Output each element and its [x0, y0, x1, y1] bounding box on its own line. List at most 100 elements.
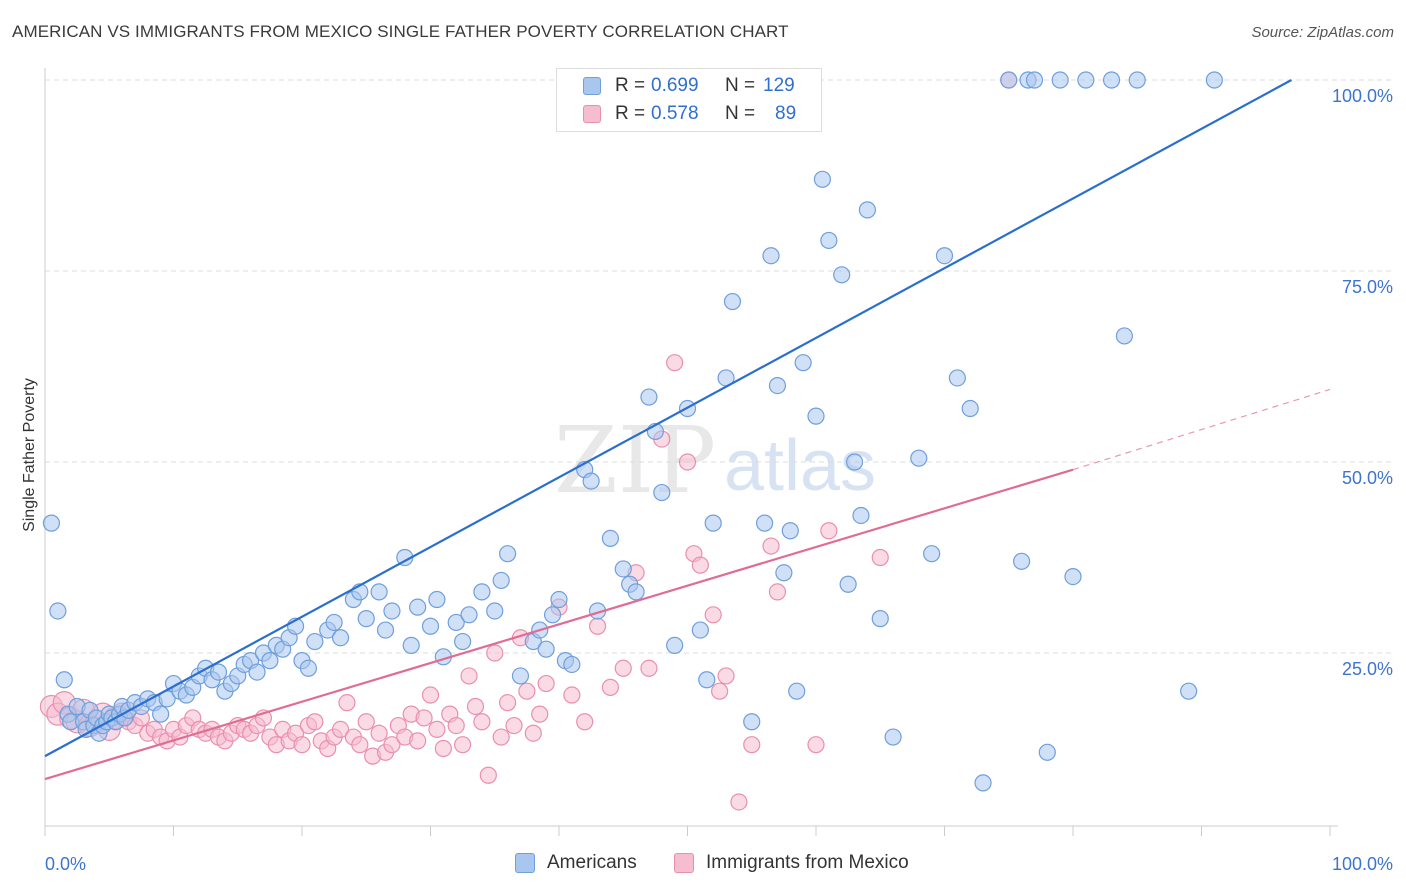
- americans-point: [543, 606, 562, 624]
- americans-point: [704, 514, 722, 532]
- americans-point: [376, 621, 395, 639]
- x-tick-label-max: 100.0%: [1332, 854, 1393, 874]
- legend-n-value: 89: [775, 103, 797, 124]
- y-tick-label: 50.0%: [1342, 468, 1393, 488]
- mexico-point: [460, 667, 478, 685]
- americans-point: [884, 728, 902, 746]
- y-tick-labels: 25.0% 50.0% 75.0% 100.0%: [1332, 86, 1393, 679]
- americans-point: [723, 292, 742, 311]
- americans-trend-line: [44, 79, 1292, 758]
- y-tick-label: 100.0%: [1332, 86, 1393, 106]
- mexico-point: [479, 766, 497, 784]
- legend-item-mexico: Immigrants from Mexico: [674, 852, 909, 874]
- americans-point: [152, 705, 170, 723]
- americans-point: [1051, 71, 1069, 89]
- americans-point: [370, 583, 388, 601]
- mexico-point: [293, 736, 311, 754]
- x-tick-label-min: 0.0%: [45, 854, 86, 874]
- americans-point: [428, 590, 446, 609]
- legend-r-label: R =: [615, 103, 646, 124]
- mexico-point: [434, 739, 452, 758]
- americans-point: [49, 602, 67, 620]
- americans-point: [910, 449, 928, 467]
- series-legend: Americans Immigrants from Mexico: [0, 852, 1406, 876]
- mexico-point: [421, 686, 440, 704]
- americans-point: [492, 571, 510, 590]
- americans-point: [974, 774, 992, 792]
- americans-point: [42, 514, 61, 532]
- mexico-point: [428, 720, 446, 739]
- americans-point: [454, 632, 472, 651]
- americans-point: [1025, 71, 1044, 89]
- americans-point: [460, 606, 478, 624]
- correlation-legend: R = 0.699 N = 129 R = 0.578 N = 89: [556, 68, 822, 132]
- mexico-point: [331, 720, 350, 739]
- americans-point: [807, 407, 825, 425]
- americans-point: [55, 671, 73, 689]
- mexico-point: [691, 556, 709, 574]
- mexico-point: [537, 674, 555, 693]
- mexico-point: [473, 713, 491, 731]
- americans-point: [813, 170, 832, 188]
- americans-point: [1038, 743, 1056, 761]
- americans-point: [486, 602, 504, 620]
- americans-point: [935, 247, 954, 265]
- mexico-point: [531, 705, 549, 723]
- mexico-point: [499, 694, 517, 712]
- mexico-point: [338, 694, 356, 712]
- americans-point: [845, 453, 864, 471]
- trend-lines: [44, 79, 1331, 781]
- source-label: Source: ZipAtlas.com: [1251, 24, 1394, 41]
- americans-point: [666, 636, 684, 654]
- americans-point: [1000, 71, 1018, 89]
- americans-point: [1064, 567, 1082, 586]
- americans-point: [794, 354, 812, 372]
- americans-point: [743, 713, 761, 731]
- mexico-point: [871, 548, 889, 567]
- mexico-point: [704, 606, 722, 624]
- americans-legend-swatch: [515, 853, 535, 873]
- americans-swatch: [583, 77, 601, 95]
- y-axis-label: Single Father Poverty: [21, 378, 38, 532]
- americans-point: [1102, 71, 1121, 89]
- mexico-point: [306, 713, 324, 731]
- americans-point: [209, 663, 228, 681]
- legend-row-americans: R = 0.699 N = 129: [583, 73, 795, 99]
- y-tick-label: 25.0%: [1342, 659, 1393, 679]
- americans-points: [42, 71, 1223, 792]
- mexico-point: [383, 736, 401, 754]
- americans-point: [871, 610, 889, 628]
- americans-point: [775, 564, 793, 582]
- americans-point: [923, 545, 941, 563]
- mexico-point: [518, 682, 536, 700]
- mexico-trend-line: [44, 468, 1074, 781]
- mexico-point: [762, 537, 780, 555]
- mexico-point: [640, 659, 658, 677]
- americans-point: [627, 583, 645, 601]
- americans-point: [653, 483, 671, 502]
- mexico-point: [563, 686, 581, 704]
- americans-point: [331, 629, 350, 647]
- americans-point: [421, 617, 440, 635]
- americans-point: [948, 369, 966, 387]
- americans-point: [1180, 682, 1198, 700]
- americans-point: [550, 590, 568, 609]
- americans-point: [447, 613, 465, 632]
- mexico-point: [454, 736, 472, 754]
- mexico-point: [576, 713, 594, 731]
- mexico-point: [807, 736, 825, 754]
- americans-point: [961, 399, 979, 418]
- americans-point: [852, 506, 870, 525]
- americans-point: [473, 583, 491, 601]
- americans-point: [409, 598, 427, 616]
- mexico-point: [743, 736, 761, 754]
- americans-point: [537, 640, 555, 658]
- mexico-point: [601, 678, 620, 696]
- mexico-point: [588, 617, 607, 635]
- americans-point: [1012, 552, 1031, 570]
- americans-point: [1128, 71, 1146, 89]
- americans-point: [839, 575, 857, 593]
- mexico-point: [409, 732, 427, 750]
- americans-point: [762, 247, 780, 265]
